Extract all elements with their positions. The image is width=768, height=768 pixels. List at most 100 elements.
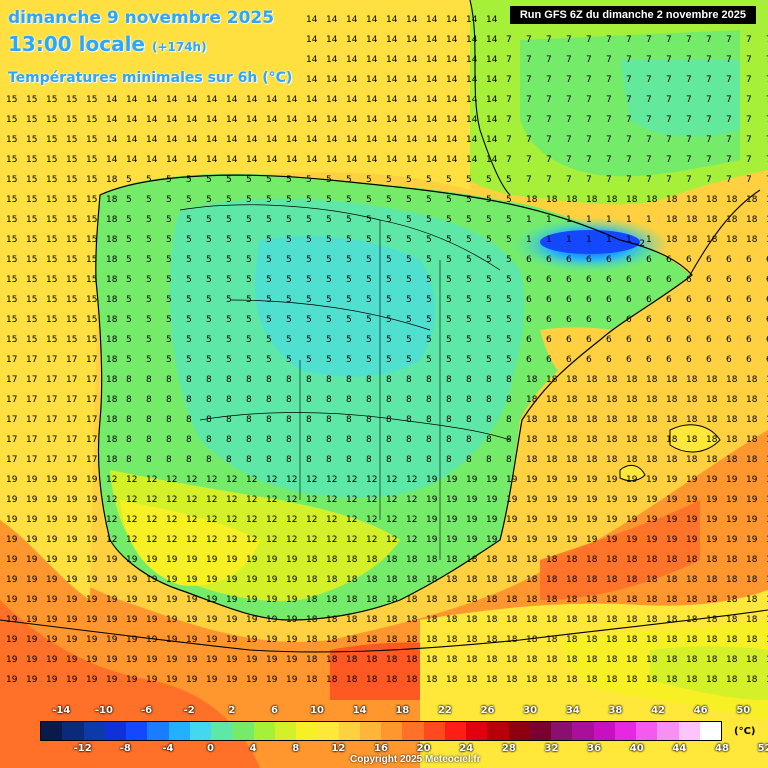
- grid-value: 14: [486, 35, 498, 45]
- grid-value: 18: [666, 615, 678, 625]
- grid-value: 6: [666, 295, 672, 305]
- grid-value: 6: [766, 335, 768, 345]
- grid-value: 6: [666, 275, 672, 285]
- grid-value: 19: [166, 635, 178, 645]
- grid-value: 5: [126, 295, 132, 305]
- grid-value: 7: [606, 75, 612, 85]
- grid-value: 18: [386, 575, 398, 585]
- grid-value: 19: [86, 675, 98, 685]
- grid-value: 12: [346, 515, 357, 525]
- grid-value: 18: [566, 555, 578, 565]
- grid-value: 8: [366, 455, 372, 465]
- grid-value: 8: [506, 375, 512, 385]
- grid-value: 19: [6, 475, 18, 485]
- grid-value: 18: [586, 655, 598, 665]
- legend-swatch: [614, 722, 636, 740]
- grid-value: 18: [566, 395, 578, 405]
- grid-value: 12: [246, 535, 257, 545]
- grid-value: 19: [546, 495, 558, 505]
- grid-value: 19: [6, 655, 18, 665]
- grid-value: 12: [126, 515, 137, 525]
- grid-value: 12: [146, 535, 157, 545]
- grid-value: 5: [486, 275, 492, 285]
- grid-value: 19: [726, 495, 738, 505]
- legend-label: -8: [119, 743, 131, 754]
- grid-value: 19: [166, 575, 178, 585]
- grid-value: 7: [626, 75, 632, 85]
- grid-value: 14: [386, 115, 398, 125]
- grid-value: 14: [466, 155, 478, 165]
- grid-value: 5: [246, 175, 252, 185]
- grid-value: 19: [186, 675, 198, 685]
- grid-value: 15: [66, 175, 77, 185]
- grid-value: 19: [66, 655, 78, 665]
- grid-value: 12: [106, 515, 117, 525]
- grid-value: 6: [586, 295, 592, 305]
- cold-spot-value: -2: [636, 239, 645, 249]
- grid-value: 14: [366, 135, 378, 145]
- grid-value: 5: [166, 275, 172, 285]
- grid-value: 19: [66, 495, 78, 505]
- grid-value: 8: [326, 395, 332, 405]
- grid-value: 18: [506, 555, 518, 565]
- grid-value: 1: [586, 215, 592, 225]
- grid-value: 18: [606, 575, 618, 585]
- grid-value: 18: [666, 375, 678, 385]
- grid-value: 18: [586, 555, 598, 565]
- grid-value: 15: [6, 155, 17, 165]
- grid-value: 18: [646, 635, 658, 645]
- grid-value: 19: [546, 535, 558, 545]
- grid-value: 5: [246, 195, 252, 205]
- grid-value: 6: [586, 335, 592, 345]
- legend-label: 20: [416, 743, 431, 754]
- grid-value: 7: [506, 155, 512, 165]
- forecast-date: dimanche 9 novembre 2025: [8, 8, 275, 28]
- legend-swatch: [211, 722, 233, 740]
- grid-value: 15: [86, 295, 97, 305]
- grid-value: 18: [706, 215, 718, 225]
- grid-value: 18: [726, 595, 738, 605]
- grid-value: 8: [506, 395, 512, 405]
- grid-value: 7: [686, 35, 692, 45]
- grid-value: 12: [406, 535, 417, 545]
- grid-value: 5: [146, 355, 152, 365]
- grid-value: 19: [726, 475, 738, 485]
- grid-value: 18: [706, 235, 718, 245]
- grid-value: 15: [66, 255, 77, 265]
- grid-value: 7: [546, 35, 552, 45]
- grid-value: 19: [146, 635, 158, 645]
- grid-value: 6: [606, 275, 612, 285]
- grid-value: 5: [206, 355, 212, 365]
- grid-value: 12: [386, 495, 397, 505]
- legend-label: 0: [207, 743, 214, 754]
- grid-value: 15: [66, 195, 77, 205]
- grid-value: 6: [566, 355, 572, 365]
- legend-swatch: [466, 722, 488, 740]
- grid-value: 19: [106, 595, 118, 605]
- grid-value: 1: [606, 215, 612, 225]
- grid-value: 19: [506, 475, 518, 485]
- grid-value: 7: [586, 35, 592, 45]
- grid-value: 14: [386, 55, 398, 65]
- grid-value: 7: [546, 175, 552, 185]
- grid-value: 8: [366, 375, 372, 385]
- grid-value: 15: [86, 115, 97, 125]
- grid-value: 6: [666, 255, 672, 265]
- grid-value: 15: [6, 135, 17, 145]
- grid-value: 5: [446, 295, 452, 305]
- grid-value: 19: [66, 595, 78, 605]
- grid-value: 5: [126, 175, 132, 185]
- grid-value: 15: [66, 275, 77, 285]
- grid-value: 18: [306, 675, 318, 685]
- grid-value: 5: [506, 295, 512, 305]
- grid-value: 18: [586, 575, 598, 585]
- grid-value: 19: [206, 635, 218, 645]
- grid-value: 14: [186, 155, 198, 165]
- grid-value: 5: [306, 215, 312, 225]
- grid-value: 19: [746, 475, 758, 485]
- grid-value: 7: [646, 75, 652, 85]
- grid-value: 14: [146, 115, 158, 125]
- grid-value: 1: [606, 235, 612, 245]
- grid-value: 15: [26, 315, 37, 325]
- grid-value: 5: [406, 175, 412, 185]
